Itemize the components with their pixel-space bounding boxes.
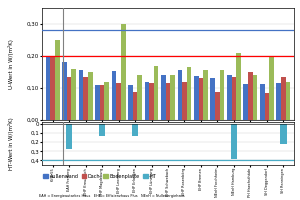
Bar (132, 124, 138, 136)
Bar (227, 75, 232, 120)
Bar (121, 24, 125, 120)
Bar (170, 75, 175, 120)
Bar (281, 77, 286, 120)
Bar (161, 75, 166, 120)
Bar (220, 70, 224, 120)
Y-axis label: U-Wert in W/(m²K): U-Wert in W/(m²K) (8, 39, 14, 89)
Bar (280, 124, 286, 144)
Bar (50, 56, 55, 120)
Bar (236, 53, 241, 120)
Bar (276, 83, 281, 120)
Bar (71, 69, 76, 120)
Legend: Außenwand, Dach, Bodenplatte, HT: Außenwand, Dach, Bodenplatte, HT (41, 172, 158, 181)
Bar (145, 82, 149, 120)
Bar (248, 72, 253, 120)
Bar (215, 92, 220, 120)
Bar (133, 92, 137, 120)
Y-axis label: HT-Wert in W/(m²K): HT-Wert in W/(m²K) (8, 117, 14, 170)
Bar (104, 82, 109, 120)
Bar (66, 124, 72, 149)
Bar (55, 40, 60, 120)
Bar (67, 77, 71, 120)
Bar (253, 75, 257, 120)
Bar (194, 76, 199, 120)
Bar (154, 66, 158, 120)
Bar (128, 85, 133, 120)
Bar (187, 67, 191, 120)
Bar (116, 83, 121, 120)
Bar (199, 78, 203, 120)
Bar (182, 82, 187, 120)
Bar (149, 83, 154, 120)
Bar (95, 85, 100, 120)
Bar (100, 85, 104, 120)
Bar (83, 77, 88, 120)
Bar (62, 62, 67, 120)
Bar (137, 75, 142, 120)
Bar (269, 56, 274, 120)
Bar (265, 93, 269, 120)
Bar (88, 72, 93, 120)
Bar (178, 70, 182, 120)
Bar (112, 71, 116, 120)
Bar (286, 82, 290, 120)
Bar (166, 83, 170, 120)
Text: EAH = Energieautarkes Haus   EHP = Effizienzhaus Plus   NEnH = Nullenergiehaus: EAH = Energieautarkes Haus EHP = Effizie… (39, 194, 184, 198)
Bar (211, 78, 215, 120)
Bar (243, 84, 248, 120)
Bar (260, 84, 265, 120)
Bar (232, 77, 236, 120)
Bar (99, 124, 105, 136)
Bar (231, 124, 237, 159)
Bar (46, 56, 50, 120)
Bar (203, 70, 208, 120)
Bar (79, 70, 83, 120)
